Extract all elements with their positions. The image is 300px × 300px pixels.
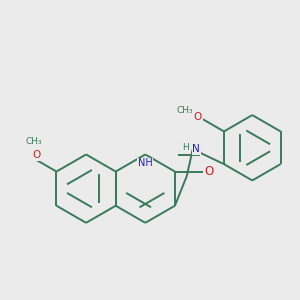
Text: CH₃: CH₃ [25, 137, 42, 146]
Text: CH₃: CH₃ [176, 106, 193, 115]
Text: O: O [32, 150, 41, 160]
Text: H: H [182, 143, 189, 152]
Text: NH: NH [138, 158, 153, 168]
Text: O: O [194, 112, 202, 122]
Text: O: O [205, 165, 214, 178]
Text: N: N [192, 144, 200, 154]
